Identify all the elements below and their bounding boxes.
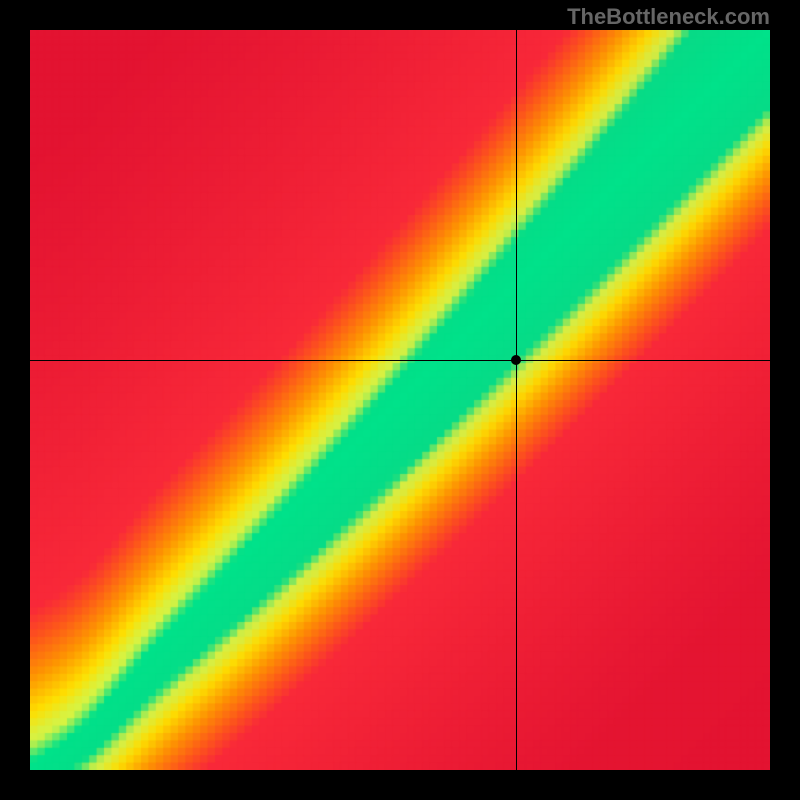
watermark-text: TheBottleneck.com bbox=[567, 4, 770, 30]
marker-dot bbox=[511, 355, 521, 365]
heatmap-canvas bbox=[30, 30, 770, 770]
crosshair-horizontal bbox=[30, 360, 770, 361]
crosshair-vertical bbox=[516, 30, 517, 770]
plot-area bbox=[30, 30, 770, 770]
